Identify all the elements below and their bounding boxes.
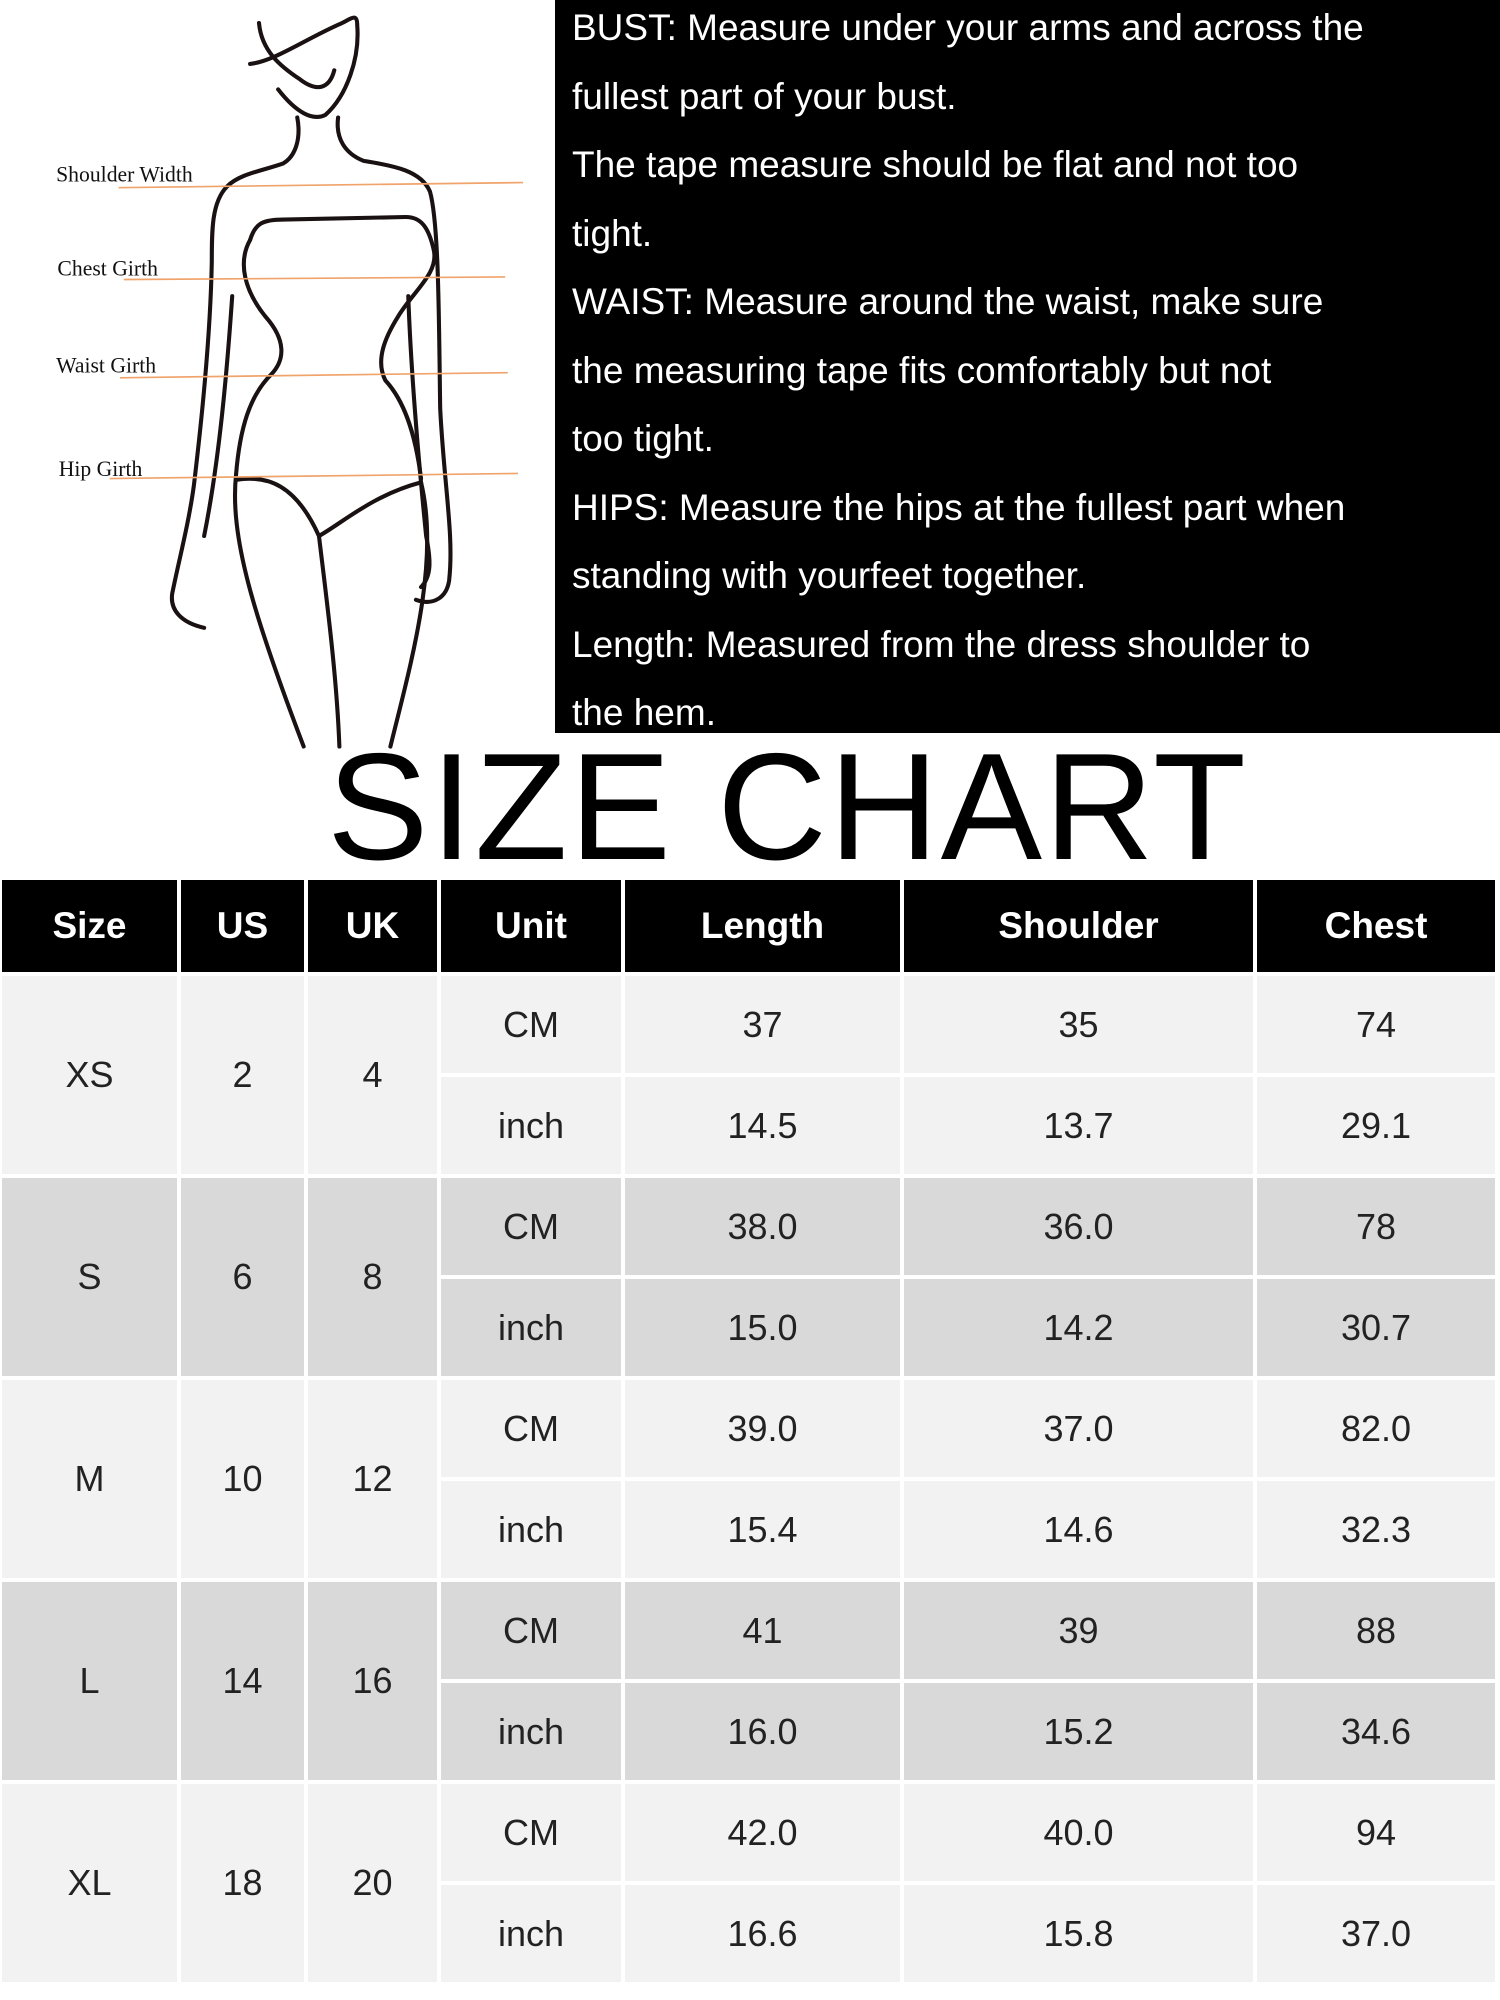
size-cell: XL xyxy=(2,1784,177,1982)
shoulder-cell: 14.2 xyxy=(904,1279,1253,1376)
chest-cell: 29.1 xyxy=(1257,1077,1495,1174)
us-size-cell: 10 xyxy=(181,1380,304,1578)
length-cell: 14.5 xyxy=(625,1077,900,1174)
guide-line: The tape measure should be flat and not … xyxy=(572,144,1299,185)
guide-line: WAIST: Measure around the waist, make su… xyxy=(572,281,1324,322)
header-uk: UK xyxy=(308,880,437,972)
chest-cell: 34.6 xyxy=(1257,1683,1495,1780)
chest-cell: 32.3 xyxy=(1257,1481,1495,1578)
uk-size-cell: 12 xyxy=(308,1380,437,1578)
us-size-cell: 2 xyxy=(181,976,304,1174)
length-cell: 15.4 xyxy=(625,1481,900,1578)
length-cell: 42.0 xyxy=(625,1784,900,1881)
uk-size-cell: 8 xyxy=(308,1178,437,1376)
unit-cell: inch xyxy=(441,1077,621,1174)
label-hip-girth: Hip Girth xyxy=(59,457,143,481)
unit-cell: CM xyxy=(441,1178,621,1275)
size-cell: S xyxy=(2,1178,177,1376)
body-measurement-figure: Shoulder Width Chest Girth Waist Girth H… xyxy=(56,15,524,749)
guide-line: fullest part of your bust. xyxy=(572,75,957,117)
uk-size-cell: 16 xyxy=(308,1582,437,1780)
measure-lines xyxy=(109,181,524,480)
header-chest: Chest xyxy=(1257,880,1495,972)
length-cell: 16.0 xyxy=(625,1683,900,1780)
shoulder-cell: 39 xyxy=(904,1582,1253,1679)
chest-cell: 37.0 xyxy=(1257,1885,1495,1982)
chest-cell: 82.0 xyxy=(1257,1380,1495,1477)
shoulder-cell: 15.2 xyxy=(904,1683,1253,1780)
chest-cell: 78 xyxy=(1257,1178,1495,1275)
us-size-cell: 6 xyxy=(181,1178,304,1376)
unit-cell: CM xyxy=(441,1582,621,1679)
body-outline xyxy=(169,15,453,749)
uk-size-cell: 20 xyxy=(308,1784,437,1982)
shoulder-cell: 13.7 xyxy=(904,1077,1253,1174)
shoulder-cell: 14.6 xyxy=(904,1481,1253,1578)
shoulder-cell: 15.8 xyxy=(904,1885,1253,1982)
unit-cell: inch xyxy=(441,1683,621,1780)
uk-size-cell: 4 xyxy=(308,976,437,1174)
shoulder-cell: 37.0 xyxy=(904,1380,1253,1477)
header-us: US xyxy=(181,880,304,972)
guide-line: standing with yourfeet together. xyxy=(572,555,1087,596)
guide-line: HIPS: Measure the hips at the fullest pa… xyxy=(572,486,1346,528)
length-cell: 41 xyxy=(625,1582,900,1679)
guide-line: the measuring tape fits comfortably but … xyxy=(572,349,1272,391)
size-cell: XS xyxy=(2,976,177,1174)
guide-line: too tight. xyxy=(572,418,714,459)
label-waist-girth: Waist Girth xyxy=(56,354,156,378)
size-cell: L xyxy=(2,1582,177,1780)
us-size-cell: 18 xyxy=(181,1784,304,1982)
guide-line: Length: Measured from the dress shoulder… xyxy=(572,623,1311,665)
page-title: SIZE CHART xyxy=(327,722,1248,892)
length-cell: 39.0 xyxy=(625,1380,900,1477)
length-cell: 15.0 xyxy=(625,1279,900,1376)
unit-cell: CM xyxy=(441,1380,621,1477)
chest-girth-line xyxy=(123,276,506,281)
length-cell: 38.0 xyxy=(625,1178,900,1275)
unit-cell: CM xyxy=(441,1784,621,1881)
guide-line: the hem. xyxy=(572,692,716,733)
chest-cell: 88 xyxy=(1257,1582,1495,1679)
length-cell: 16.6 xyxy=(625,1885,900,1982)
size-chart-table: Size US UK Unit Length Shoulder Chest XS 2 4 CM 37 3… xyxy=(2,880,1495,1982)
length-cell: 37 xyxy=(625,976,900,1073)
guide-line: BUST: Measure under your arms and across… xyxy=(572,7,1364,48)
shoulder-width-line xyxy=(118,181,524,189)
chest-cell: 94 xyxy=(1257,1784,1495,1881)
guide-line: tight. xyxy=(572,212,653,254)
measuring-guide: BUST: Measure under your arms and across… xyxy=(555,0,1500,733)
us-size-cell: 14 xyxy=(181,1582,304,1780)
waist-girth-line xyxy=(119,371,508,379)
unit-cell: inch xyxy=(441,1885,621,1982)
chest-cell: 74 xyxy=(1257,976,1495,1073)
chest-cell: 30.7 xyxy=(1257,1279,1495,1376)
size-cell: M xyxy=(2,1380,177,1578)
unit-cell: inch xyxy=(441,1481,621,1578)
header-unit: Unit xyxy=(441,880,621,972)
shoulder-cell: 35 xyxy=(904,976,1253,1073)
unit-cell: CM xyxy=(441,976,621,1073)
label-chest-girth: Chest Girth xyxy=(57,257,158,281)
header-size: Size xyxy=(2,880,177,972)
unit-cell: inch xyxy=(441,1279,621,1376)
header-length: Length xyxy=(625,880,900,972)
hip-girth-line xyxy=(109,472,519,480)
shoulder-cell: 40.0 xyxy=(904,1784,1253,1881)
header-shoulder: Shoulder xyxy=(904,880,1253,972)
label-shoulder-width: Shoulder Width xyxy=(56,162,193,186)
shoulder-cell: 36.0 xyxy=(904,1178,1253,1275)
